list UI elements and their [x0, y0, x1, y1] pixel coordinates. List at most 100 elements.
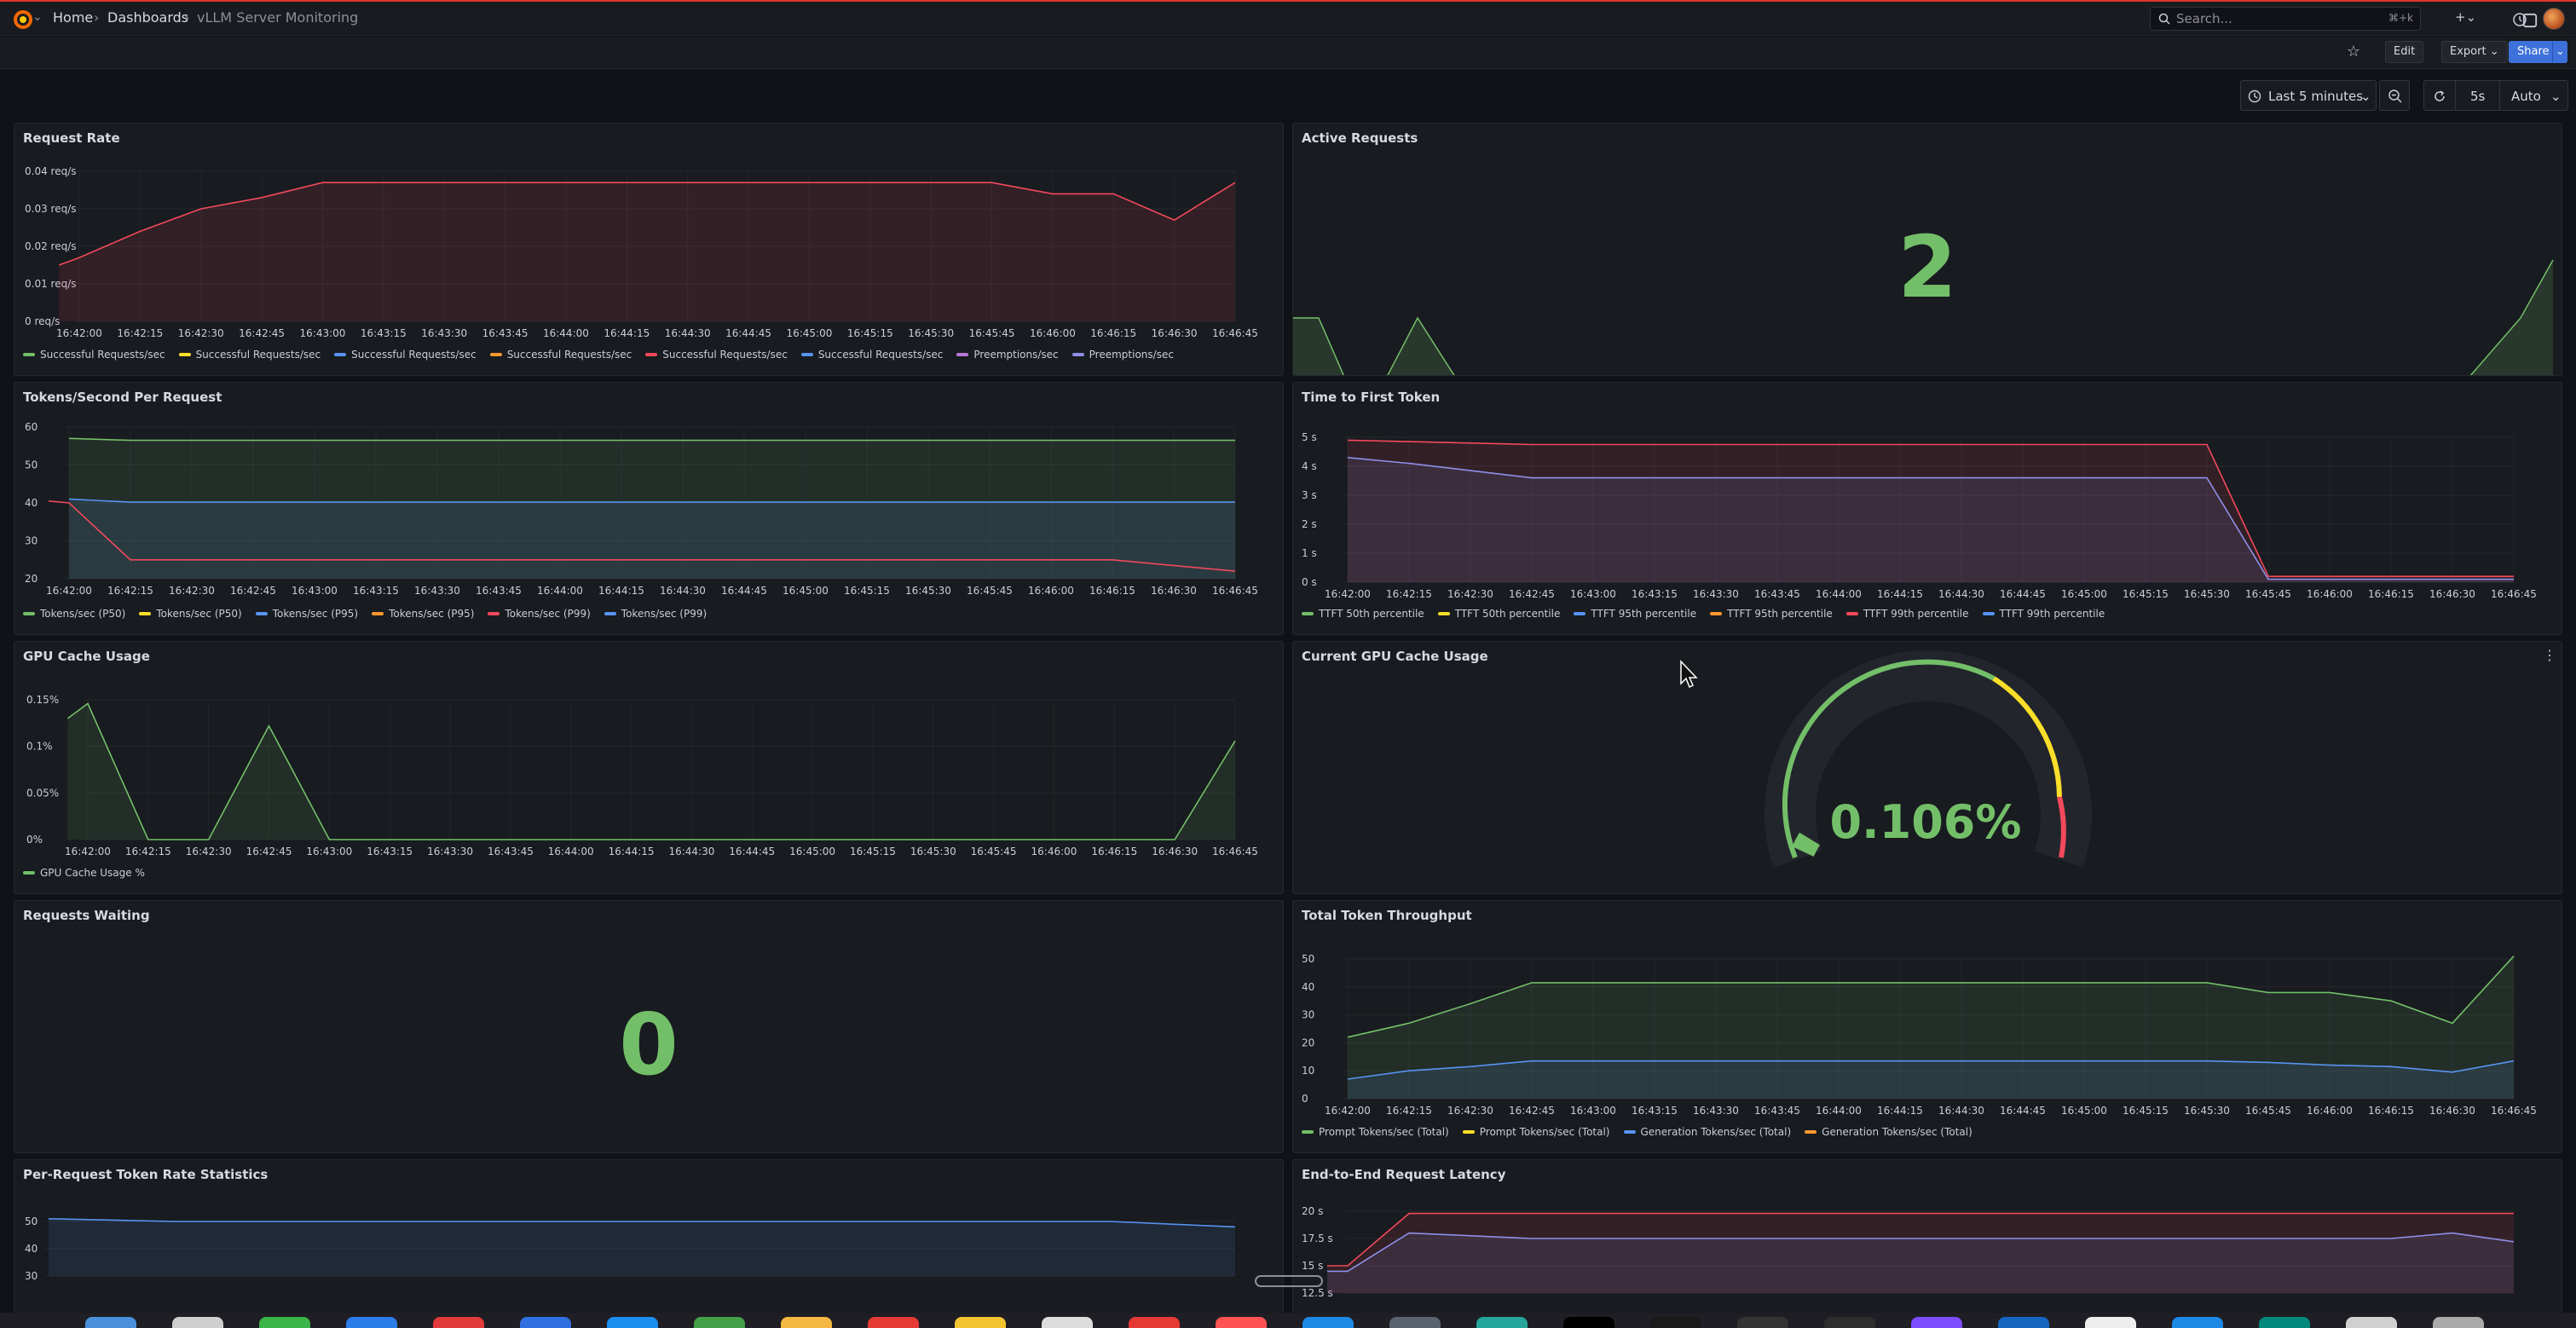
legend-item[interactable]: Generation Tokens/sec (Total) — [1805, 1126, 1972, 1138]
panel-per-request-token-rate[interactable]: Per-Request Token Rate Statistics 50 40 30 — [14, 1159, 1284, 1321]
panel-menu-icon[interactable]: ⋮ — [2543, 647, 2556, 663]
breadcrumb-dashboards[interactable]: Dashboards — [107, 9, 189, 26]
dock-app-icon[interactable] — [955, 1317, 1006, 1328]
refresh-picker[interactable]: 5s Auto ⌄ — [2423, 80, 2568, 111]
request-rate-chart[interactable]: 0.04 req/s 0.03 req/s 0.02 req/s 0.01 req/s… — [14, 124, 1284, 376]
dock-app-icon[interactable] — [85, 1317, 136, 1328]
panel-requests-waiting[interactable]: Requests Waiting 0 — [14, 900, 1284, 1153]
dock-app-icon[interactable] — [520, 1317, 571, 1328]
legend-item[interactable]: Preemptions/sec — [1071, 349, 1174, 361]
gpu-cache-chart[interactable]: 0.15% 0.1% 0.05% 0% 16:42:00 16:42:15 16:42:30… — [14, 642, 1284, 894]
edit-button[interactable]: Edit — [2385, 41, 2424, 63]
legend-item[interactable]: Successful Requests/sec — [334, 349, 477, 361]
tokens-per-request-chart[interactable]: 60 50 40 30 20 16:42:00 16:42:15 16:42:30 16:42:… — [14, 383, 1284, 635]
series-line[interactable] — [68, 498, 1235, 503]
share-button[interactable]: Share — [2509, 41, 2558, 63]
legend-item[interactable]: Successful Requests/sec — [489, 349, 632, 361]
legend-item[interactable]: Successful Requests/sec — [178, 349, 321, 361]
help-icon[interactable] — [2510, 9, 2530, 30]
chevron-down-icon[interactable]: ⌄ — [32, 10, 43, 24]
dock-app-icon[interactable] — [172, 1317, 223, 1328]
share-menu-chevron-icon[interactable]: ⌄ — [2552, 41, 2567, 63]
per-request-token-rate-chart[interactable]: 50 40 30 — [14, 1160, 1284, 1321]
legend-item[interactable]: Tokens/sec (P99) — [604, 608, 707, 620]
dock-app-icon[interactable] — [1911, 1317, 1962, 1328]
series-line[interactable] — [68, 437, 1235, 442]
avatar[interactable] — [2543, 8, 2565, 30]
e2e-latency-chart[interactable]: 20 s 17.5 s 15 s 12.5 s — [1293, 1160, 2562, 1321]
breadcrumb-home[interactable]: Home — [53, 9, 94, 26]
dock-app-icon[interactable] — [1216, 1317, 1267, 1328]
legend-item[interactable]: TTFT 95th percentile — [1710, 608, 1833, 620]
series-line[interactable] — [48, 500, 1236, 572]
dock-app-icon[interactable] — [1737, 1317, 1788, 1328]
series-line[interactable] — [1327, 1232, 2515, 1273]
dock-app-icon[interactable] — [259, 1317, 310, 1328]
series-line[interactable] — [1347, 439, 2514, 577]
dock-app-icon[interactable] — [1042, 1317, 1093, 1328]
panel-total-token-throughput[interactable]: Total Token Throughput 50 40 30 20 10 0 16:42:… — [1292, 900, 2562, 1153]
dock-app-icon[interactable] — [2085, 1317, 2136, 1328]
series-line[interactable] — [1327, 1212, 2514, 1267]
series-line[interactable] — [58, 182, 1236, 266]
time-range-picker[interactable]: Last 5 minutes ⌄ — [2240, 80, 2377, 111]
panel-gpu-cache-usage[interactable]: GPU Cache Usage 0.15% 0.1% 0.05% 0% 16:42:00… — [14, 641, 1284, 894]
dock-app-icon[interactable] — [1998, 1317, 2049, 1328]
scroll-handle[interactable] — [1255, 1275, 1323, 1287]
dock-app-icon[interactable] — [868, 1317, 919, 1328]
token-throughput-chart[interactable]: 50 40 30 20 10 0 16:42:00 16:42:15 16:42:30 16:42… — [1293, 901, 2562, 1153]
add-icon[interactable]: +⌄ — [2455, 9, 2477, 25]
dock-app-icon[interactable] — [1824, 1317, 1875, 1328]
star-icon[interactable]: ☆ — [2346, 43, 2361, 61]
legend-item[interactable]: Generation Tokens/sec (Total) — [1623, 1126, 1791, 1138]
dock-app-icon[interactable] — [2259, 1317, 2310, 1328]
legend-item[interactable]: Tokens/sec (P95) — [255, 608, 358, 620]
series-line[interactable] — [48, 1218, 1236, 1228]
legend-item[interactable]: TTFT 99th percentile — [1982, 608, 2105, 620]
legend-item[interactable]: Tokens/sec (P50) — [139, 608, 242, 620]
dock-app-icon[interactable] — [1563, 1317, 1614, 1328]
dock-app-icon[interactable] — [1129, 1317, 1180, 1328]
export-button[interactable]: Export ⌄ — [2441, 41, 2508, 63]
zoom-out-button[interactable] — [2379, 80, 2410, 111]
refresh-icon[interactable] — [2432, 89, 2447, 104]
series-line[interactable] — [66, 702, 1236, 840]
legend-item[interactable]: Tokens/sec (P50) — [23, 608, 125, 620]
legend-item[interactable]: TTFT 50th percentile — [1437, 608, 1560, 620]
dock-app-icon[interactable] — [607, 1317, 658, 1328]
legend-item[interactable]: Successful Requests/sec — [23, 349, 165, 361]
legend-item[interactable]: Successful Requests/sec — [645, 349, 788, 361]
refresh-interval[interactable]: 5s — [2470, 89, 2486, 104]
dock-app-icon[interactable] — [1476, 1317, 1528, 1328]
legend-item[interactable]: TTFT 50th percentile — [1302, 608, 1424, 620]
dock-app-icon[interactable] — [346, 1317, 397, 1328]
dock-app-icon[interactable] — [781, 1317, 832, 1328]
search-input[interactable] — [2176, 10, 2364, 27]
dock-app-icon[interactable] — [694, 1317, 745, 1328]
grafana-logo-icon[interactable] — [12, 9, 34, 31]
legend-item[interactable]: Tokens/sec (P99) — [488, 608, 591, 620]
legend-item[interactable]: Prompt Tokens/sec (Total) — [1462, 1126, 1610, 1138]
dock-app-icon[interactable] — [2433, 1317, 2484, 1328]
dock-app-icon[interactable] — [2346, 1317, 2397, 1328]
legend-item[interactable]: TTFT 95th percentile — [1574, 608, 1696, 620]
panel-e2e-latency[interactable]: End-to-End Request Latency 20 s 17.5 s 15 … — [1292, 1159, 2562, 1321]
dock-app-icon[interactable] — [1389, 1317, 1441, 1328]
legend-item[interactable]: Prompt Tokens/sec (Total) — [1302, 1126, 1449, 1138]
series-line[interactable] — [1347, 457, 2514, 580]
legend-item[interactable]: Successful Requests/sec — [800, 349, 943, 361]
dock-app-icon[interactable] — [1650, 1317, 1701, 1328]
series-line[interactable] — [1347, 1060, 2515, 1080]
panel-time-to-first-token[interactable]: Time to First Token 5 s 4 s 3 s 2 s 1 s 0 s 16… — [1292, 382, 2562, 635]
panel-request-rate[interactable]: Request Rate 0.04 req/s 0.03 req/s 0.02 re… — [14, 123, 1284, 376]
legend-item[interactable]: Preemptions/sec — [956, 349, 1059, 361]
dock-app-icon[interactable] — [2172, 1317, 2223, 1328]
refresh-mode[interactable]: Auto — [2511, 89, 2541, 104]
panel-active-requests[interactable]: Active Requests 2 — [1292, 123, 2562, 376]
legend-item[interactable]: Tokens/sec (P95) — [372, 608, 474, 620]
search-bar[interactable]: ⌘+k — [2150, 7, 2421, 31]
legend-item[interactable]: TTFT 99th percentile — [1845, 608, 1969, 620]
dock-app-icon[interactable] — [433, 1317, 484, 1328]
dock-app-icon[interactable] — [1302, 1317, 1354, 1328]
series-line[interactable] — [1347, 956, 2515, 1038]
